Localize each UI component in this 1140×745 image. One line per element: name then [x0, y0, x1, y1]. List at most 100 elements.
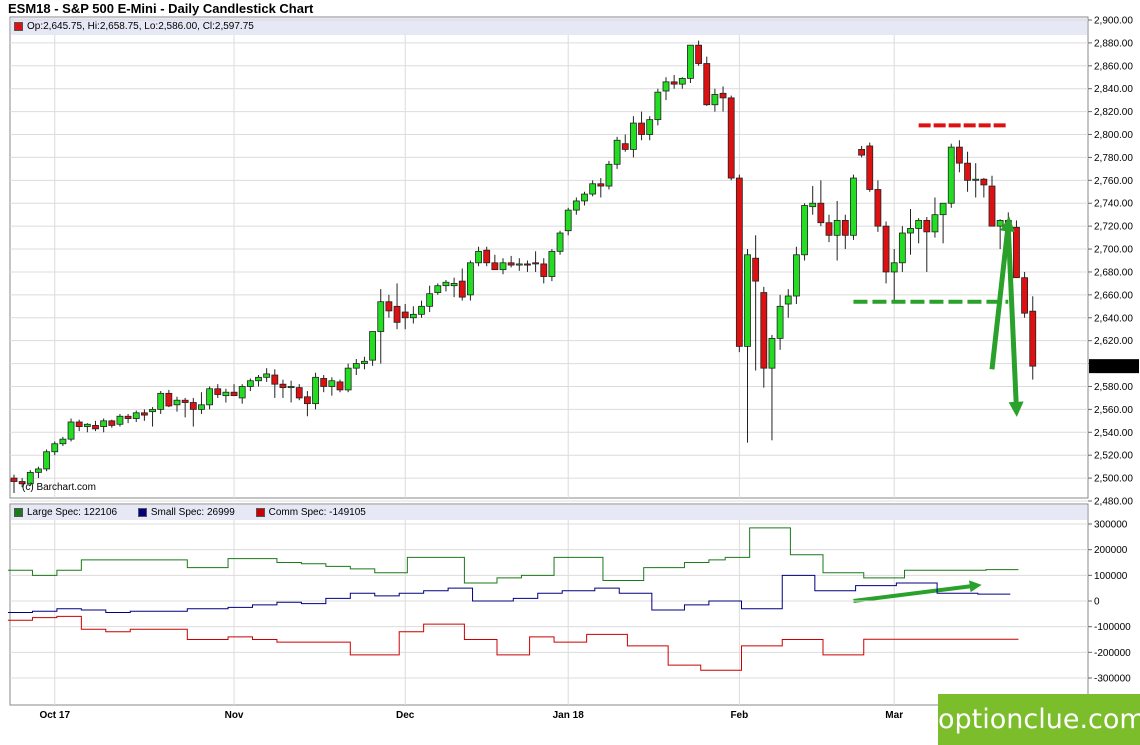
price-legend-bar	[11, 18, 1087, 35]
candle	[964, 151, 971, 192]
price-tick-label: 2,820.00	[1094, 107, 1133, 118]
candle	[426, 285, 434, 313]
candle	[35, 466, 42, 479]
candle-body	[613, 139, 621, 165]
candle-body	[670, 81, 678, 85]
large-spec-line	[8, 527, 1019, 584]
candle-body	[956, 146, 963, 164]
candle-body	[915, 220, 923, 229]
candle	[173, 396, 181, 412]
last-price-tag	[1089, 359, 1139, 374]
candle	[874, 180, 882, 232]
candle-body	[132, 412, 140, 419]
candle	[385, 294, 393, 318]
candle	[833, 200, 841, 261]
candle-body	[548, 250, 556, 277]
candle-body	[108, 420, 116, 426]
candles	[10, 40, 1037, 493]
candle-body	[426, 293, 434, 307]
candle-body	[817, 202, 825, 224]
candle	[890, 249, 898, 301]
ohlc-text: Op:2,645.75, Hi:2,658.75, Lo:2,586.00, C…	[27, 21, 254, 32]
candle-body	[418, 305, 425, 315]
candle	[613, 136, 621, 169]
brand-logo[interactable]: optionclue.com	[938, 694, 1140, 745]
cot-tick-label: 300000	[1094, 520, 1128, 531]
candle-body	[947, 146, 955, 204]
candle-body	[83, 423, 91, 427]
small-spec-swatch	[137, 507, 147, 517]
large-spec-swatch	[14, 507, 23, 517]
candle	[222, 388, 230, 403]
comm-spec-line	[8, 615, 1019, 671]
candle	[92, 420, 99, 432]
candle-body	[507, 262, 515, 266]
candle-body	[858, 149, 865, 156]
candle-body	[825, 222, 833, 236]
candle	[475, 246, 482, 267]
candle-body	[51, 443, 59, 453]
candle	[841, 214, 849, 250]
candle-body	[1021, 277, 1028, 314]
candle	[670, 74, 678, 89]
candle-body	[499, 262, 507, 271]
candle	[589, 180, 597, 197]
candle-body	[198, 404, 205, 410]
candle-body	[890, 262, 898, 273]
price-tick-label: 2,780.00	[1094, 153, 1133, 164]
candle-body	[206, 388, 214, 406]
candle	[947, 143, 955, 208]
candle-body	[996, 220, 1004, 227]
candle-body	[434, 285, 442, 293]
candle	[271, 369, 279, 398]
candle	[784, 289, 792, 318]
candle	[418, 300, 425, 318]
candle	[850, 174, 857, 240]
price-tick-label: 2,480.00	[1094, 497, 1133, 508]
candle	[515, 258, 523, 271]
candle	[597, 178, 605, 198]
date-label: Oct 17	[39, 710, 70, 721]
candle-body	[524, 263, 531, 266]
candle-body	[165, 392, 173, 407]
candle-body	[344, 367, 352, 391]
candle	[352, 358, 360, 376]
candle-body	[181, 399, 189, 403]
candle	[206, 386, 214, 410]
candle-body	[687, 44, 694, 79]
cot-tick-label: -200000	[1094, 648, 1131, 659]
candle	[931, 197, 939, 238]
small-spec-label: Small Spec: 26999	[150, 507, 235, 518]
candle-body	[385, 301, 393, 312]
candle-body	[92, 425, 99, 430]
candle	[238, 384, 246, 404]
candle-body	[287, 386, 295, 389]
price-tick-label: 2,900.00	[1094, 16, 1133, 27]
last-price-label: 2,597.75	[1092, 362, 1131, 373]
candle-body	[662, 81, 670, 92]
candle	[214, 384, 222, 398]
cot-tick-label: -300000	[1094, 674, 1131, 685]
price-tick-label: 2,500.00	[1094, 474, 1133, 485]
candle-body	[116, 415, 124, 425]
candle	[246, 378, 254, 392]
candle	[956, 140, 963, 173]
candle	[10, 474, 18, 493]
candle-body	[377, 301, 385, 332]
candle-body	[149, 408, 156, 413]
candle-body	[246, 380, 254, 387]
candle	[711, 88, 719, 112]
candle	[866, 142, 874, 192]
candle-body	[238, 386, 246, 399]
candle	[556, 230, 564, 255]
candle	[768, 334, 776, 441]
candle	[67, 418, 75, 442]
candle-body	[442, 281, 450, 287]
price-tick-label: 2,620.00	[1094, 336, 1133, 347]
candle	[630, 116, 637, 158]
large-spec-label: Large Spec: 122106	[27, 507, 118, 518]
candle	[401, 304, 409, 330]
candle-body	[923, 220, 931, 233]
candle	[491, 254, 499, 271]
